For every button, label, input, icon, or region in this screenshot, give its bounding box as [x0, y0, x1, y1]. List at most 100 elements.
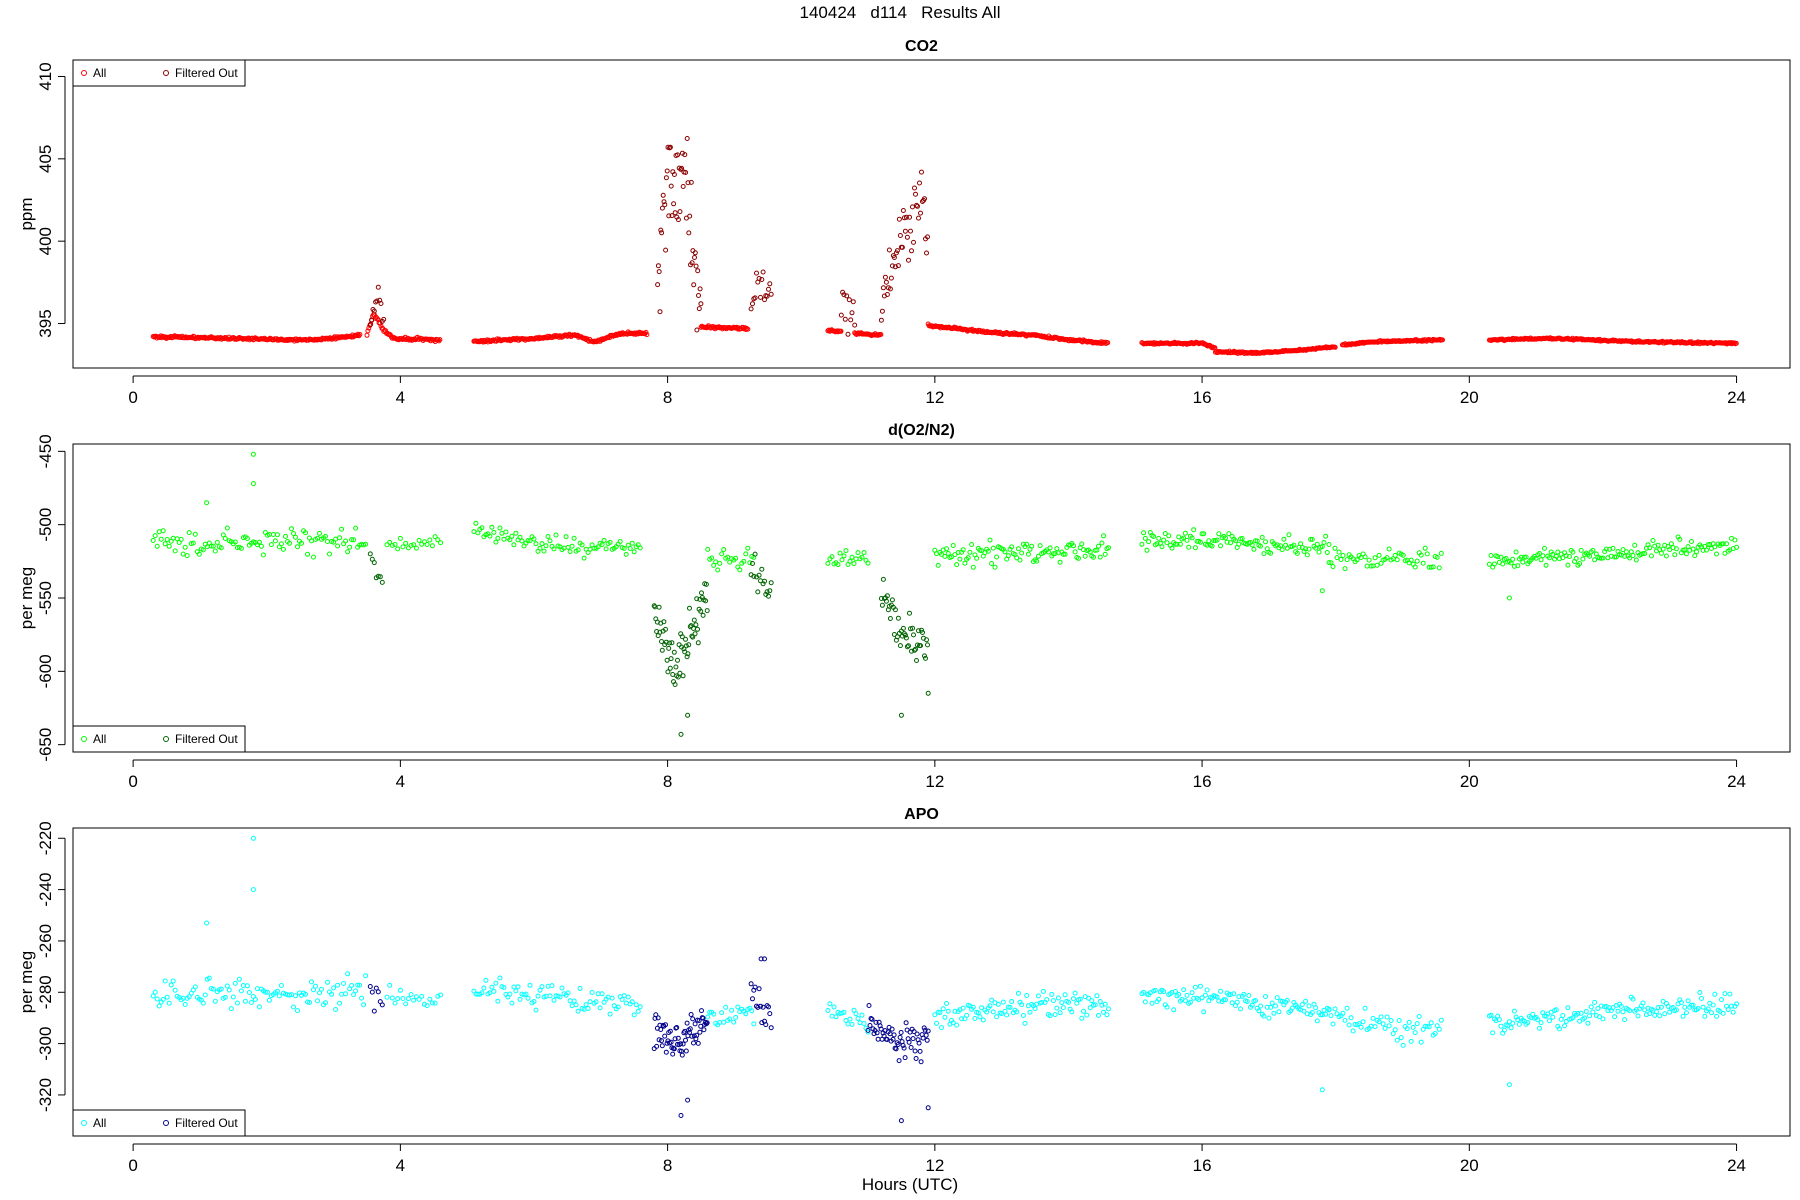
o2n2-point-all	[1218, 543, 1223, 549]
apo-point-all	[1418, 1039, 1424, 1045]
apo-x-tick-label: 0	[128, 1156, 137, 1175]
o2n2-point-all	[295, 544, 300, 550]
apo-point-all	[222, 994, 228, 1000]
co2-point-filtered-out	[678, 166, 684, 172]
o2n2-point-all	[1384, 555, 1390, 561]
o2n2-point-all	[400, 544, 406, 550]
apo-point-all	[1192, 984, 1198, 990]
co2-point-filtered-out	[669, 213, 675, 219]
apo-point-all	[317, 990, 322, 996]
o2n2-point-all	[1682, 547, 1688, 553]
o2n2-point-all	[232, 539, 238, 545]
apo-point-all	[932, 1012, 938, 1018]
o2n2-point-all	[419, 541, 425, 547]
co2-point-filtered-out	[845, 331, 851, 337]
co2-point-filtered-out	[663, 175, 669, 181]
co2-x-tick-label: 8	[663, 388, 672, 407]
o2n2-point-all	[1627, 555, 1633, 561]
apo-point-all	[559, 985, 565, 991]
o2n2-point-all	[1101, 533, 1106, 539]
o2n2-point-filtered-out	[892, 607, 898, 613]
o2n2-point-all	[1650, 538, 1656, 543]
apo-point-all	[1087, 1005, 1093, 1011]
o2n2-point-all	[1542, 545, 1547, 551]
o2n2-point-filtered-out	[751, 573, 757, 579]
co2-point-filtered-out	[675, 152, 681, 158]
co2-point-filtered-out	[695, 268, 701, 274]
o2n2-point-filtered-out	[910, 625, 915, 631]
o2n2-point-all	[531, 536, 537, 542]
apo-point-all	[615, 1004, 621, 1010]
o2n2-x-tick-label: 12	[925, 772, 944, 791]
co2-x-tick-label: 12	[925, 388, 944, 407]
apo-points	[150, 835, 1740, 1124]
o2n2-point-all	[539, 541, 545, 547]
o2n2-point-filtered-out	[767, 588, 773, 594]
apo-point-all	[335, 982, 341, 988]
apo-y-axis-title: per meg	[17, 951, 36, 1013]
o2n2-point-all	[569, 543, 575, 549]
apo-point-all	[1089, 998, 1095, 1004]
apo-point-all	[1201, 1009, 1207, 1015]
o2n2-point-filtered-out	[681, 646, 687, 652]
o2n2-point-all	[1603, 546, 1609, 552]
apo-point-filtered-out	[898, 1030, 904, 1035]
co2-point-filtered-out	[842, 316, 848, 322]
o2n2-point-all	[349, 537, 355, 543]
apo-point-all	[853, 1011, 859, 1017]
o2n2-point-all	[487, 533, 493, 539]
apo-point-all	[1231, 991, 1237, 997]
o2n2-point-all	[1608, 553, 1614, 559]
co2-point-all	[357, 332, 363, 337]
co2-point-filtered-out	[893, 250, 899, 256]
o2n2-point-all	[497, 525, 503, 531]
co2-point-filtered-out	[374, 298, 380, 304]
o2n2-point-all	[1002, 549, 1008, 555]
co2-point-filtered-out	[925, 234, 930, 240]
apo-point-all	[1582, 1015, 1588, 1021]
o2n2-point-all	[333, 536, 339, 542]
o2n2-point-all	[839, 557, 845, 563]
apo-point-all	[1720, 1010, 1726, 1016]
apo-point-all	[416, 996, 422, 1002]
o2n2-point-all	[190, 540, 196, 546]
apo-point-all	[827, 1001, 833, 1007]
apo-point-all	[413, 994, 419, 1000]
apo-point-all	[168, 982, 174, 988]
o2n2-point-all	[1047, 545, 1053, 551]
co2-y-tick-label: 400	[36, 227, 55, 255]
apo-point-filtered-out	[767, 1011, 773, 1017]
co2-point-filtered-out	[367, 322, 373, 327]
o2n2-point-all	[1082, 553, 1088, 559]
o2n2-point-all	[1658, 550, 1664, 556]
apo-point-filtered-out	[914, 1031, 920, 1037]
o2n2-point-all	[1700, 547, 1706, 553]
apo-point-all	[262, 989, 268, 995]
apo-point-filtered-out	[875, 1036, 881, 1042]
o2n2-point-all	[244, 536, 250, 541]
apo-point-all	[859, 1012, 865, 1018]
o2n2-point-all	[293, 534, 298, 540]
o2n2-point-all	[1372, 555, 1378, 561]
apo-point-all	[1238, 1006, 1243, 1012]
apo-point-filtered-out	[755, 1004, 761, 1010]
co2-point-filtered-out	[914, 202, 919, 208]
o2n2-point-all	[1017, 557, 1023, 563]
o2n2-point-all	[411, 542, 417, 548]
apo-point-all	[1004, 1012, 1010, 1018]
apo-y-tick-label: -300	[36, 1027, 55, 1061]
o2n2-point-all	[721, 547, 727, 552]
o2n2-point-filtered-out	[700, 612, 706, 618]
apo-point-all	[152, 989, 158, 995]
o2n2-point-filtered-out	[760, 581, 766, 587]
o2n2-point-all	[719, 551, 725, 557]
o2n2-point-all	[1633, 557, 1639, 563]
o2n2-point-all	[837, 550, 843, 556]
o2n2-point-all	[1563, 553, 1569, 559]
apo-point-all	[1346, 1022, 1352, 1028]
apo-point-all	[1244, 999, 1250, 1004]
apo-point-all	[202, 992, 208, 998]
o2n2-point-filtered-out	[902, 632, 908, 638]
apo-point-all	[1057, 1010, 1063, 1016]
o2n2-point-all	[969, 542, 975, 547]
